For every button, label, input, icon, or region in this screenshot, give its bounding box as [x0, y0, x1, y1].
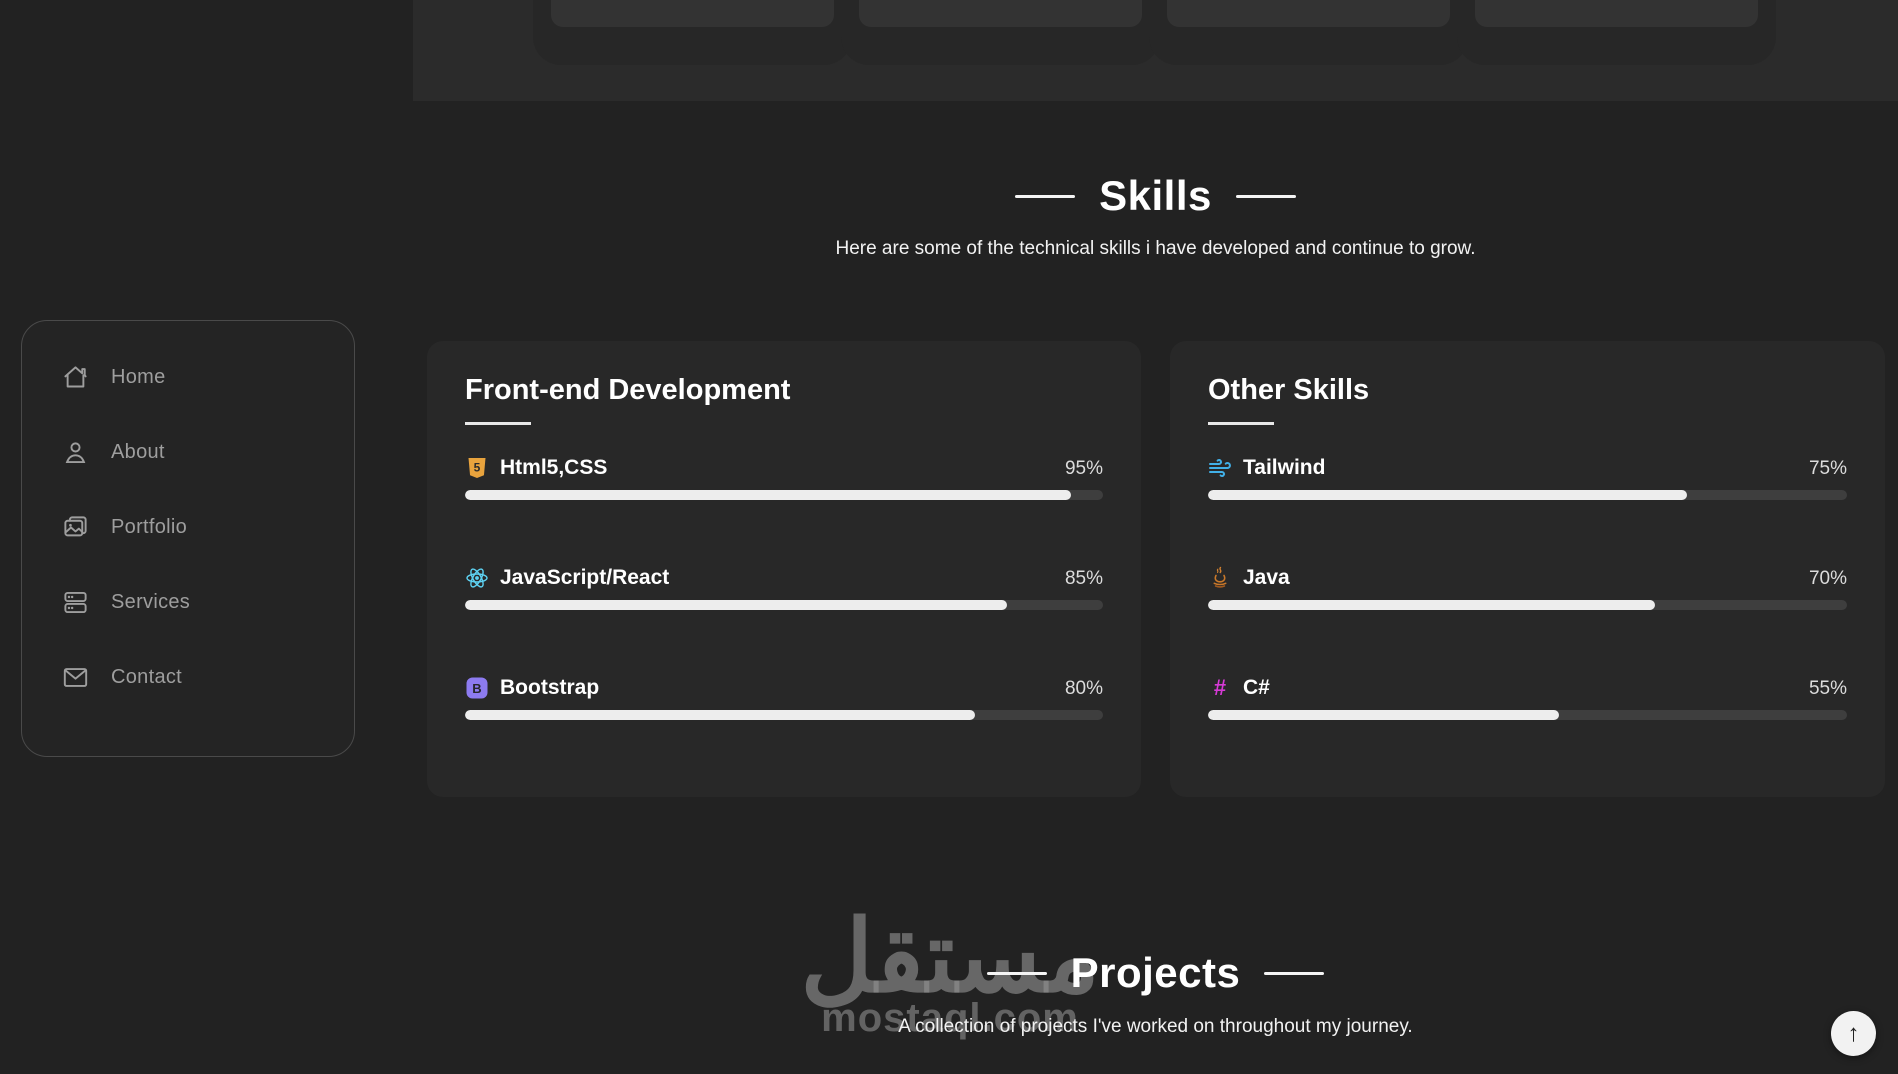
heading-line-left — [1015, 194, 1076, 198]
bootstrap-icon: B — [465, 676, 489, 700]
skill-progress-fill — [465, 490, 1072, 500]
skill-progress-track — [465, 490, 1103, 500]
svg-text:5: 5 — [474, 461, 481, 475]
sidebar-item-about[interactable]: About — [22, 415, 354, 490]
skill-progress-fill — [1208, 600, 1656, 610]
sidebar-item-contact[interactable]: Contact — [22, 640, 354, 715]
skill-label: Html5,CSS — [500, 456, 608, 479]
scroll-to-top-button[interactable]: ↑ — [1831, 1011, 1876, 1056]
sidebar-item-services[interactable]: Services — [22, 565, 354, 640]
skill-percent: 80% — [1064, 678, 1103, 699]
card-title: Front-end Development — [465, 374, 791, 406]
skill-label: Tailwind — [1243, 456, 1326, 479]
card-title-underline — [1208, 422, 1274, 425]
skill-percent: 55% — [1808, 678, 1847, 699]
card-stub — [551, 0, 834, 27]
projects-section-heading: Projects — [413, 949, 1898, 997]
skill-label: JavaScript/React — [500, 566, 670, 589]
skill-progress-fill — [1208, 710, 1560, 720]
frontend-skills-card: Front-end Development 5 Html5,CSS 95% Ja… — [427, 341, 1141, 797]
svg-text:B: B — [472, 681, 481, 696]
envelope-icon — [62, 664, 89, 691]
skill-progress-track — [1208, 600, 1847, 610]
top-section-panel — [413, 0, 1898, 101]
react-icon — [465, 566, 489, 590]
skills-subtitle: Here are some of the technical skills i … — [835, 238, 1476, 259]
home-icon — [62, 364, 89, 391]
sidebar-item-label: Contact — [111, 666, 183, 688]
skill-progress-track — [465, 710, 1103, 720]
skill-row: # C# 55% — [1208, 676, 1847, 720]
skill-percent: 75% — [1808, 458, 1847, 479]
html5-icon: 5 — [465, 456, 489, 480]
card-stub — [859, 0, 1142, 27]
skill-percent: 85% — [1064, 568, 1103, 589]
other-skills-card: Other Skills Tailwind 75% Java 70% — [1170, 341, 1885, 797]
skill-row: Tailwind 75% — [1208, 456, 1847, 500]
skill-progress-fill — [1208, 490, 1688, 500]
card-stub — [1475, 0, 1758, 27]
skill-label: Java — [1243, 566, 1290, 589]
csharp-icon: # — [1208, 676, 1232, 700]
skills-title: Skills — [1099, 172, 1212, 219]
card-title: Other Skills — [1208, 374, 1370, 406]
skill-progress-track — [465, 600, 1103, 610]
svg-text:#: # — [1214, 676, 1226, 700]
images-icon — [62, 514, 89, 541]
card-title-underline — [465, 422, 531, 425]
skill-progress-fill — [465, 710, 976, 720]
sidebar-item-label: Home — [111, 366, 166, 388]
heading-line-right — [1264, 971, 1325, 975]
skill-label: Bootstrap — [500, 676, 600, 699]
arrow-up-icon: ↑ — [1847, 1019, 1860, 1047]
sidebar-item-home[interactable]: Home — [22, 340, 354, 415]
sidebar-item-label: Portfolio — [111, 516, 188, 538]
java-icon — [1208, 566, 1232, 590]
skills-section-heading: Skills — [413, 172, 1898, 220]
skill-row: B Bootstrap 80% — [465, 676, 1103, 720]
skill-row: 5 Html5,CSS 95% — [465, 456, 1103, 500]
sidebar-item-label: About — [111, 441, 165, 463]
skill-row: JavaScript/React 85% — [465, 566, 1103, 610]
skill-list: 5 Html5,CSS 95% JavaScript/React 85% B B… — [465, 456, 1103, 720]
server-icon — [62, 589, 89, 616]
skill-list: Tailwind 75% Java 70% # C# 55% — [1208, 456, 1847, 720]
skill-progress-fill — [465, 600, 1008, 610]
skill-percent: 70% — [1808, 568, 1847, 589]
skill-label: C# — [1243, 676, 1270, 699]
card-stub — [1167, 0, 1450, 27]
heading-line-right — [1235, 194, 1296, 198]
sidebar-item-label: Services — [111, 591, 191, 613]
person-icon — [62, 439, 89, 466]
heading-line-left — [986, 971, 1047, 975]
skill-row: Java 70% — [1208, 566, 1847, 610]
skill-percent: 95% — [1064, 458, 1103, 479]
projects-title: Projects — [1070, 949, 1241, 996]
sidebar-item-portfolio[interactable]: Portfolio — [22, 490, 354, 565]
projects-subtitle: A collection of projects I've worked on … — [898, 1016, 1413, 1037]
skill-progress-track — [1208, 490, 1847, 500]
sidebar-nav: Home About Portfolio Services Contact — [21, 320, 355, 757]
tailwind-icon — [1208, 456, 1232, 480]
skill-progress-track — [1208, 710, 1847, 720]
